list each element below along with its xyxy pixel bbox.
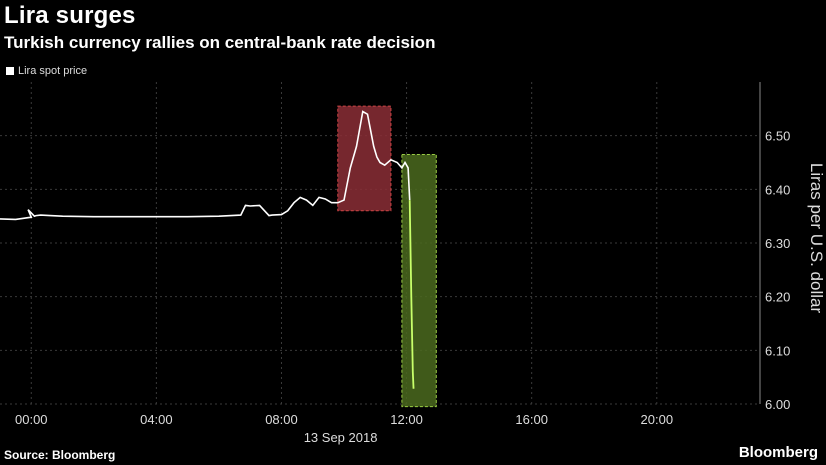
brand-logo: Bloomberg: [738, 444, 818, 461]
y-axis-label: Liras per U.S. dollar: [807, 163, 826, 314]
lira-price-drop-line: [408, 200, 415, 389]
legend: Lira spot price: [6, 65, 87, 77]
green-highlight-box: [401, 153, 437, 408]
x-tick-label: 04:00: [140, 412, 173, 427]
x-tick-label: 16:00: [515, 412, 548, 427]
y-tick-label: 6.40: [765, 182, 790, 197]
y-tick-label: 6.00: [765, 397, 790, 412]
x-axis-label: 13 Sep 2018: [304, 430, 378, 445]
chart-title: Lira surges: [4, 2, 136, 29]
y-tick-label: 6.50: [765, 129, 790, 144]
chart-subtitle: Turkish currency rallies on central-bank…: [4, 33, 436, 52]
y-tick-label: 6.10: [765, 343, 790, 358]
x-tick-label: 20:00: [641, 412, 674, 427]
source-note: Source: Bloomberg: [4, 448, 116, 462]
y-tick-label: 6.20: [765, 290, 790, 305]
x-tick-label: 12:00: [390, 412, 423, 427]
lira-price-line: [0, 110, 411, 221]
x-tick-label: 00:00: [15, 412, 48, 427]
x-tick-label: 08:00: [265, 412, 298, 427]
legend-label: Lira spot price: [18, 65, 88, 77]
y-tick-label: 6.30: [765, 236, 790, 251]
red-highlight-box: [337, 105, 392, 212]
legend-swatch: [6, 67, 14, 75]
